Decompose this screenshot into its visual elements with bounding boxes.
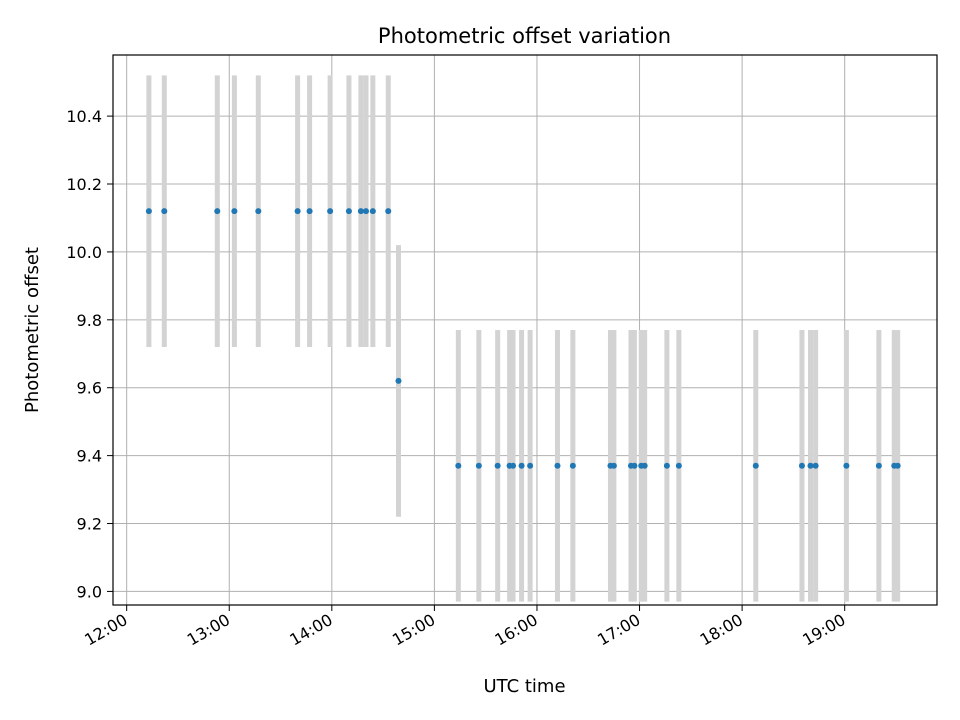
x-axis-label: UTC time <box>483 676 565 697</box>
y-axis-ticks: 9.0 9.2 9.4 9.6 9.8 10.0 10.2 10.4 <box>66 107 113 601</box>
y-tick-label: 10.2 <box>66 175 102 194</box>
data-point <box>631 462 638 469</box>
data-point <box>363 208 370 215</box>
data-point <box>145 208 152 215</box>
y-tick-label: 10.4 <box>66 107 102 126</box>
chart-title: Photometric offset variation <box>378 24 671 48</box>
data-point <box>752 462 759 469</box>
data-point <box>798 462 805 469</box>
plot-frame <box>112 54 938 606</box>
y-axis-label: Photometric offset <box>22 247 43 413</box>
data-point <box>569 462 576 469</box>
data-point <box>395 377 402 384</box>
data-points <box>145 208 901 469</box>
data-point <box>357 208 364 215</box>
data-point <box>812 462 819 469</box>
data-point <box>675 462 682 469</box>
data-point <box>161 208 168 215</box>
y-tick-label: 9.2 <box>77 515 102 534</box>
data-point <box>610 462 617 469</box>
data-point <box>475 462 482 469</box>
y-tick-label: 9.4 <box>77 447 102 466</box>
data-point <box>455 462 462 469</box>
data-point <box>554 462 561 469</box>
data-point <box>306 208 313 215</box>
y-tick-label: 9.0 <box>77 582 102 601</box>
data-point <box>510 462 517 469</box>
data-point <box>843 462 850 469</box>
y-tick-label: 10.0 <box>66 243 102 262</box>
data-point <box>385 208 392 215</box>
data-point <box>663 462 670 469</box>
data-point <box>518 462 525 469</box>
data-point <box>894 462 901 469</box>
data-point <box>255 208 262 215</box>
data-point <box>807 462 814 469</box>
data-point <box>494 462 501 469</box>
data-point <box>345 208 352 215</box>
data-point <box>875 462 882 469</box>
data-point <box>231 208 238 215</box>
data-point <box>294 208 301 215</box>
data-point <box>527 462 534 469</box>
data-point <box>214 208 221 215</box>
y-tick-label: 9.8 <box>77 311 102 330</box>
data-point <box>327 208 334 215</box>
y-tick-label: 9.6 <box>77 379 102 398</box>
data-point <box>369 208 376 215</box>
data-point <box>641 462 648 469</box>
